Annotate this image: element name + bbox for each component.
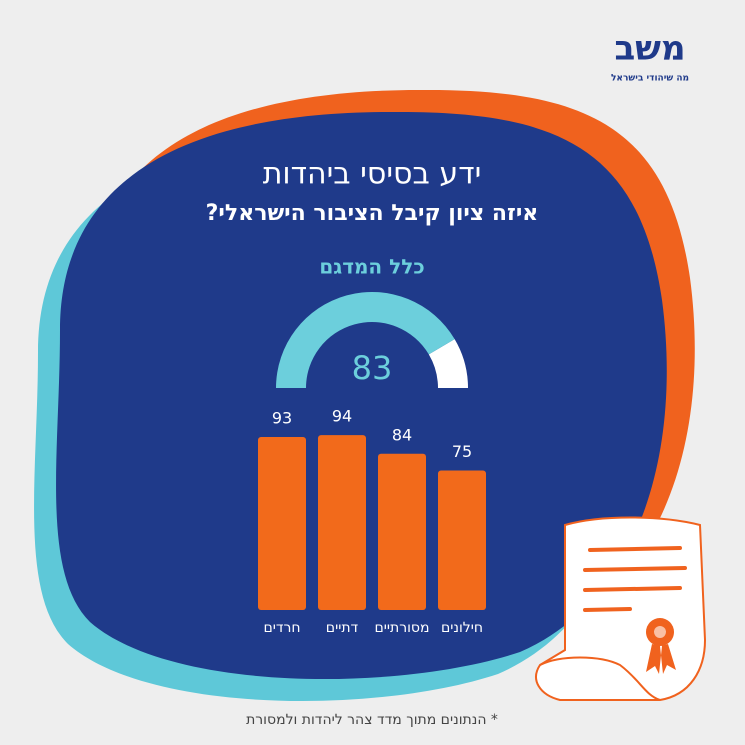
category-label: דתיים: [326, 620, 359, 636]
title: ידע בסיסי ביהדות: [263, 157, 482, 192]
bar: [318, 435, 366, 610]
gauge: 83: [276, 292, 468, 388]
value-label: 84: [392, 425, 412, 444]
category-label: חרדים: [263, 620, 300, 636]
scroll-illustration: [535, 516, 707, 701]
gauge-track: [428, 339, 468, 388]
value-label: 75: [452, 442, 472, 461]
bar: [378, 453, 426, 610]
logo: משב מה שיהודי בישראל: [611, 29, 689, 84]
logo-name: משב: [614, 29, 685, 69]
blob: [34, 89, 695, 702]
category-label: חילונים: [441, 620, 483, 636]
category-label: מסורתיים: [374, 620, 429, 636]
gauge-value: 83: [352, 349, 393, 387]
bar: [258, 437, 306, 610]
gauge-arc: [276, 292, 455, 388]
value-label: 94: [332, 407, 352, 426]
bar: [438, 470, 486, 610]
bar-chart: 93 חרדים 94 דתיים 84 מסורתיים 75 חילונים: [258, 407, 486, 636]
value-label: 93: [272, 409, 292, 428]
gauge-title: כלל המדגם: [319, 255, 424, 279]
subtitle: איזה ציון קיבל הציבור הישראלי?: [206, 201, 539, 226]
logo-tagline: מה שיהודי בישראל: [611, 74, 689, 84]
footnote: * הנתונים מתוך מדד צהר ליהדות ולמסורת: [246, 712, 498, 728]
